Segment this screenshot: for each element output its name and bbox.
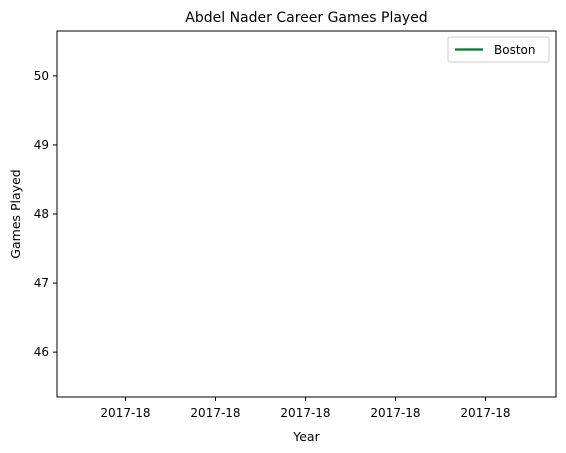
y-tick-label: 47 <box>34 276 49 290</box>
y-tick-label: 50 <box>34 69 49 83</box>
y-tick-label: 48 <box>34 207 49 221</box>
legend-box <box>447 36 550 63</box>
y-axis: 46 47 48 49 50 <box>34 69 57 359</box>
x-tick-label: 2017-18 <box>190 406 240 420</box>
x-axis-label: Year <box>292 429 320 444</box>
y-axis-label: Games Played <box>8 169 23 258</box>
legend: Boston <box>447 36 550 63</box>
legend-label-boston: Boston <box>494 43 535 57</box>
x-tick-label: 2017-18 <box>100 406 150 420</box>
x-tick-label: 2017-18 <box>370 406 420 420</box>
x-tick-label: 2017-18 <box>280 406 330 420</box>
plot-frame <box>56 30 557 398</box>
y-tick-label: 46 <box>34 345 49 359</box>
y-tick-label: 49 <box>34 138 49 152</box>
chart-title: Abdel Nader Career Games Played <box>185 10 427 26</box>
plot-area <box>56 30 557 398</box>
x-tick-label: 2017-18 <box>460 406 510 420</box>
x-axis: 2017-18 2017-18 2017-18 2017-18 2017-18 <box>100 397 511 420</box>
